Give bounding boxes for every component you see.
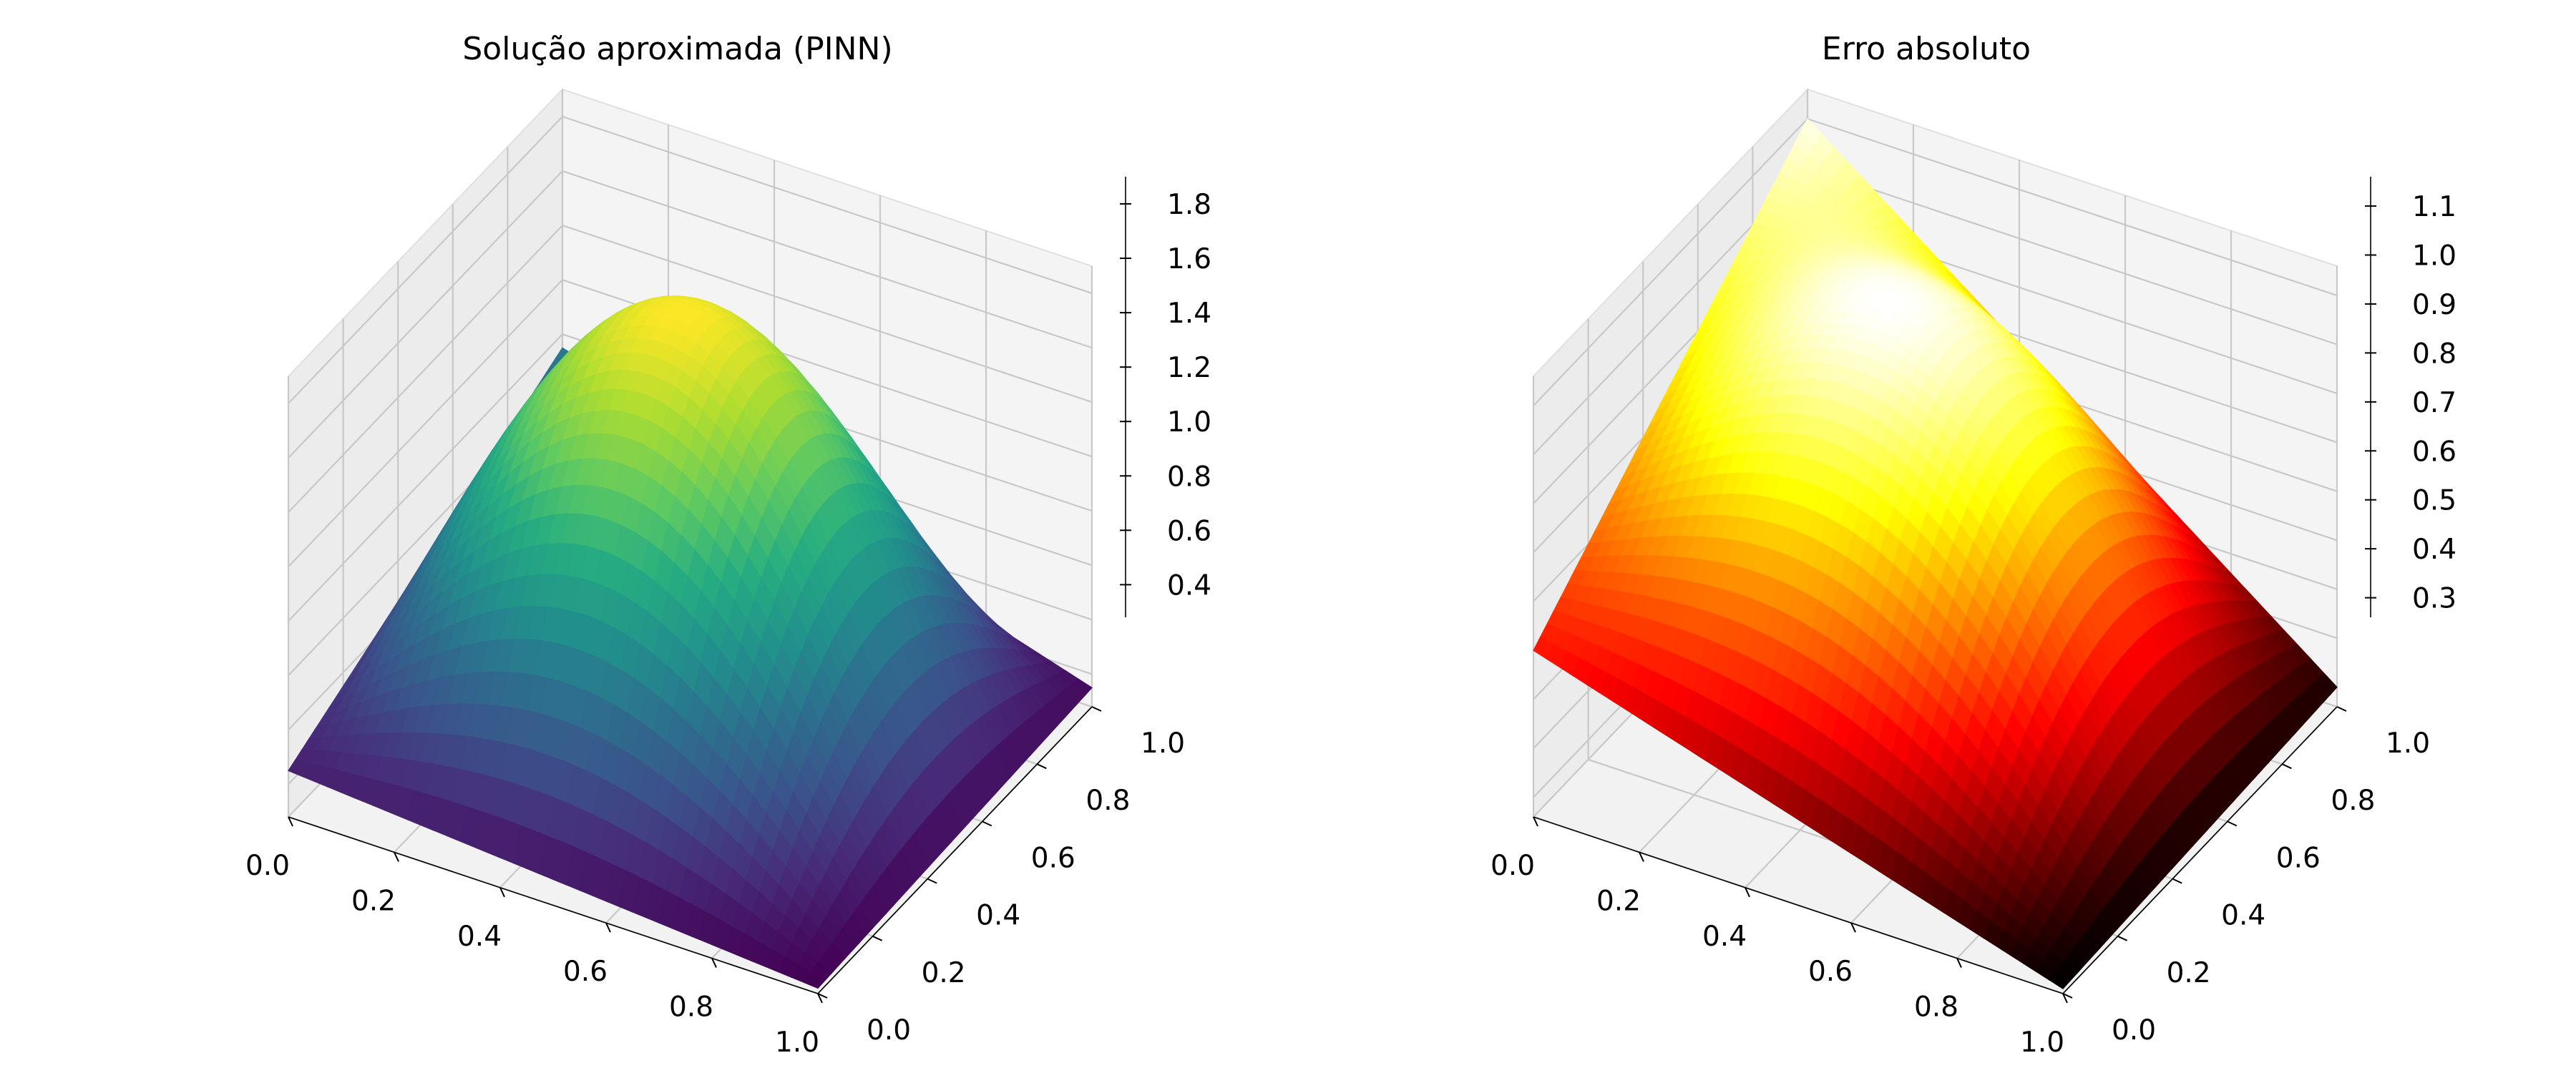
x-tick-label: 0.0 (245, 850, 290, 882)
grid-line (288, 115, 1093, 404)
z-tick-label: 1.0 (2412, 240, 2457, 273)
z-tick-label: 0.4 (2412, 534, 2457, 566)
x-tick (499, 887, 505, 898)
x-tick-label: 0.6 (1808, 956, 1853, 988)
z-tick-label: 1.4 (1167, 298, 1211, 330)
y-tick (2117, 935, 2128, 941)
grid-line (288, 170, 1093, 459)
y-tick-label: 0.6 (2276, 842, 2321, 874)
surface (288, 295, 1093, 989)
x-tick (711, 958, 717, 969)
z-tick-label: 1.6 (1167, 243, 1211, 275)
z-tick-label: 0.9 (2412, 289, 2457, 321)
chart-title: Erro absoluto (1822, 31, 2031, 67)
y-tick (927, 878, 937, 884)
y-tick-label: 0.4 (976, 900, 1020, 932)
z-tick-label: 1.0 (1167, 406, 1211, 438)
y-tick-label: 0.4 (2221, 900, 2265, 932)
y-tick-label: 0.8 (1085, 785, 1130, 817)
y-tick (872, 935, 883, 941)
z-tick-label: 1.8 (1167, 189, 1211, 221)
x-tick (605, 922, 611, 933)
absolute-error-panel: Erro absoluto 0.00.20.40.60.81.0 0.00.20.… (1491, 31, 2457, 1059)
grid-line (288, 224, 1093, 513)
grid-line (288, 278, 1093, 567)
x-tick-label: 0.4 (457, 921, 502, 953)
x-tick (394, 851, 399, 862)
y-tick (2336, 706, 2347, 712)
y-tick-label: 0.0 (867, 1014, 911, 1047)
y-tick-label: 0.0 (2112, 1014, 2156, 1047)
y-tick-label: 0.8 (2331, 785, 2375, 817)
z-tick-label: 0.6 (1167, 515, 1211, 547)
y-tick-label: 1.0 (2386, 727, 2430, 760)
x-tick-label: 0.2 (351, 885, 396, 917)
y-tick-label: 0.2 (2167, 957, 2211, 989)
axes-3d: 0.0 0.2 0.4 0.6 0.8 1.0 0.0 0.2 0.4 0.6 0.8 1.0 0.4 0… (245, 87, 1211, 1059)
y-tick (2172, 878, 2182, 884)
y-tick (2227, 820, 2238, 827)
x-tick-label: 0.6 (563, 956, 608, 988)
y-tick-label: 0.6 (1031, 842, 1075, 874)
x-axis-line (288, 816, 819, 994)
x-tick (288, 816, 293, 827)
pinn-solution-panel: Solução aproximada (PINN) 0.00.20.40.60.… (245, 31, 1211, 1059)
y-tick (817, 993, 828, 999)
z-tick-label: 0.3 (2412, 583, 2457, 615)
grid-line (288, 333, 1093, 622)
x-tick-label: 0.2 (1596, 885, 1641, 917)
z-tick-label: 1.1 (2412, 191, 2457, 223)
z-tick-label: 0.7 (2412, 387, 2457, 419)
x-tick-label: 0.8 (669, 991, 713, 1024)
x-tick-label: 1.0 (775, 1027, 819, 1059)
z-tick-label: 0.6 (2412, 436, 2457, 468)
y-tick (1091, 706, 1102, 712)
x-tick-label: 0.4 (1702, 921, 1747, 953)
z-tick-label: 0.5 (2412, 485, 2457, 517)
z-tick-label: 1.2 (1167, 352, 1211, 384)
x-tick-label: 0.0 (1491, 850, 1535, 882)
y-tick (982, 820, 992, 827)
z-tick-label: 0.8 (2412, 338, 2457, 370)
axes-3d: 0.0 0.2 0.4 0.6 0.8 1.0 0.0 0.2 0.4 0.6 0.8 1.0 0.3 0… (1491, 87, 2457, 1059)
z-tick-label: 0.8 (1167, 461, 1211, 493)
y-tick (1036, 763, 1047, 770)
z-tick-label: 0.4 (1167, 569, 1211, 602)
chart-title: Solução aproximada (PINN) (462, 31, 892, 67)
x-tick (817, 993, 823, 1004)
x-tick-label: 1.0 (2020, 1027, 2064, 1059)
x-tick-label: 0.8 (1914, 991, 1958, 1024)
y-axis-line (817, 706, 1093, 994)
y-tick-label: 0.2 (922, 957, 966, 989)
y-tick-label: 1.0 (1141, 727, 1185, 760)
y-tick (2281, 763, 2292, 770)
